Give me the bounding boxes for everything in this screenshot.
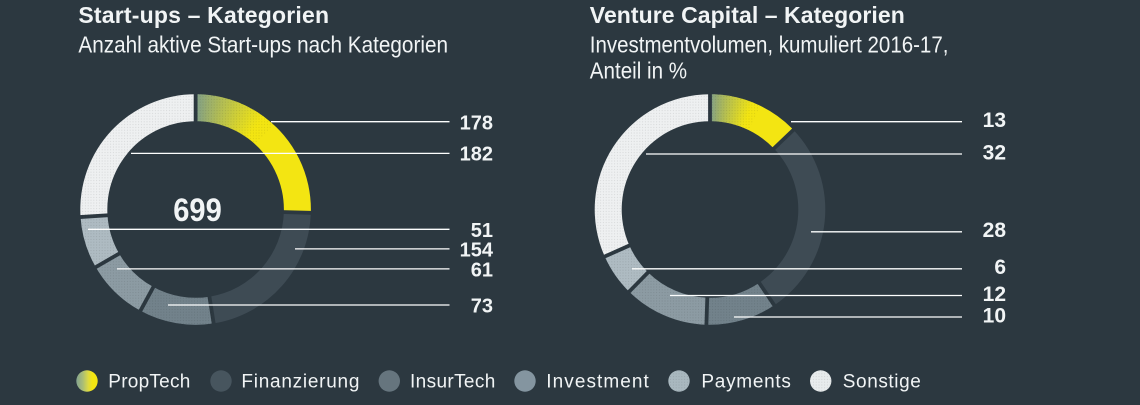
svg-text:73: 73: [471, 296, 493, 318]
svg-text:178: 178: [460, 112, 493, 134]
svg-text:Payments: Payments: [701, 372, 791, 393]
svg-text:32: 32: [983, 141, 1006, 164]
svg-text:Sonstige: Sonstige: [843, 372, 921, 393]
svg-text:Investment: Investment: [546, 372, 649, 393]
svg-text:Investmentvolumen, kumuliert 2: Investmentvolumen, kumuliert 2016-17,: [590, 32, 949, 58]
svg-text:699: 699: [173, 192, 222, 228]
svg-text:PropTech: PropTech: [108, 372, 190, 393]
svg-text:Finanzierung: Finanzierung: [241, 372, 359, 393]
svg-text:182: 182: [460, 144, 493, 166]
svg-text:Anteil in %: Anteil in %: [590, 58, 687, 84]
svg-text:InsurTech: InsurTech: [410, 372, 495, 393]
svg-text:10: 10: [983, 304, 1006, 327]
svg-text:13: 13: [983, 109, 1006, 132]
svg-text:Anzahl aktive Start-ups nach K: Anzahl aktive Start-ups nach Kategorien: [78, 31, 448, 57]
svg-text:Venture Capital – Kategorien: Venture Capital – Kategorien: [590, 2, 905, 28]
svg-text:12: 12: [983, 283, 1006, 306]
svg-text:6: 6: [994, 256, 1006, 279]
svg-text:61: 61: [471, 259, 493, 281]
svg-text:51: 51: [471, 220, 493, 242]
svg-text:Start-ups – Kategorien: Start-ups – Kategorien: [78, 2, 329, 28]
svg-text:154: 154: [460, 239, 494, 261]
svg-text:28: 28: [983, 219, 1007, 242]
